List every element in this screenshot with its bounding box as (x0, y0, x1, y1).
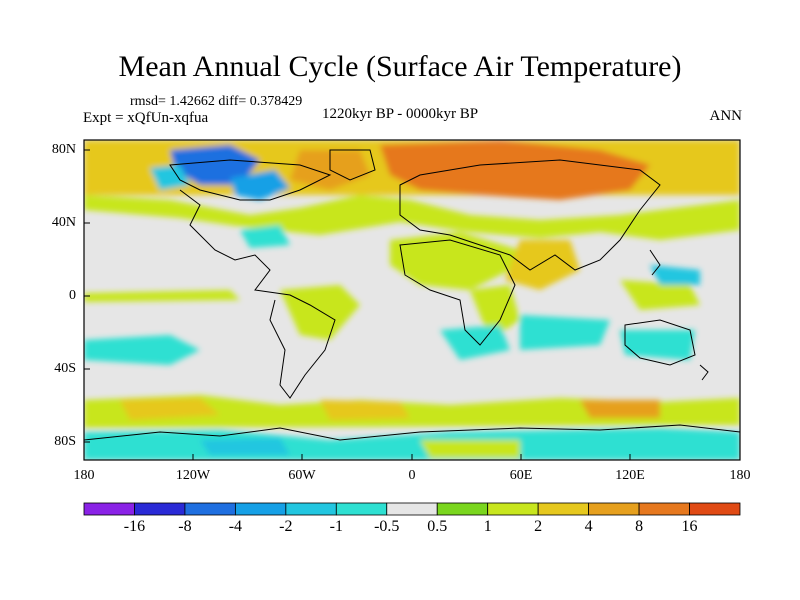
south-atlantic-cool (440, 325, 510, 360)
japan-outline (649, 249, 661, 276)
colorbar-swatch (537, 502, 590, 516)
colorbar-label: 4 (584, 518, 593, 535)
australia-cool (620, 330, 695, 360)
indian-ocean-cool (520, 315, 610, 350)
colorbar-label: -2 (279, 518, 293, 535)
temperature-field (84, 140, 740, 460)
new-zealand-outline (699, 364, 709, 381)
season-label: ANN (709, 108, 743, 124)
colorbar-swatch (335, 502, 388, 516)
lon-label-0: 0 (408, 468, 416, 483)
midlat-yellowgreen-band (84, 195, 740, 240)
colorbar-swatch (285, 502, 337, 516)
greenland-outline (329, 149, 376, 181)
colorbar (83, 502, 741, 516)
colorbar-swatch (588, 502, 640, 516)
antarctica-outline (84, 424, 740, 441)
north-america-arctic-outline (169, 159, 332, 201)
colorbar-swatch (638, 502, 690, 516)
coastlines (84, 149, 740, 441)
lon-label-60w: 60W (288, 468, 316, 483)
southern-ocean-warm (84, 395, 740, 428)
southern-warm-patch-2 (320, 400, 410, 420)
colorbar-swatch (689, 502, 741, 516)
lat-label-0: 0 (69, 288, 76, 303)
southern-warm-patch-3 (580, 400, 660, 418)
colorbar-swatch (184, 502, 236, 516)
colorbar-label: 0.5 (427, 518, 448, 535)
colorbar-label: -16 (123, 518, 146, 535)
south-pacific-cool-1 (84, 335, 200, 365)
map-title: Mean Annual Cycle (Surface Air Temperatu… (118, 50, 682, 83)
lat-label-40n: 40N (51, 215, 76, 230)
lat-label-40s: 40S (54, 361, 76, 376)
colorbar-label: -4 (228, 518, 243, 535)
south-america-warm (280, 285, 360, 340)
colorbar-swatch (83, 502, 135, 516)
colorbar-swatch (436, 502, 489, 516)
australia-outline (624, 319, 696, 366)
colorbar-swatch (234, 502, 287, 516)
period-label: 1220kyr BP - 0000kyr BP (322, 106, 479, 122)
antarctic-cool-core (200, 438, 290, 455)
colorbar-label: 16 (681, 518, 698, 535)
west-pacific-cool (650, 265, 700, 285)
lon-label-60e: 60E (509, 468, 533, 483)
lon-label-180e: 180 (729, 468, 751, 483)
north-africa-warm (390, 232, 520, 290)
maritime-continent-warm (620, 280, 700, 310)
antarctic-warm-patch (420, 440, 520, 458)
axis-ticks (83, 149, 741, 460)
rmsd-diff-stats: rmsd= 1.42662 diff= 0.378429 (130, 94, 303, 109)
colorbar-swatch (487, 502, 539, 516)
colorbar-label: -1 (329, 518, 343, 535)
north-atlantic-cool (240, 225, 290, 248)
labrador-cool (230, 170, 290, 200)
lon-label-180w: 180 (73, 468, 95, 483)
lon-label-120w: 120W (175, 468, 211, 483)
colorbar-label: -0.5 (374, 518, 400, 535)
experiment-label: Expt = xQfUn-xqfua (83, 110, 209, 126)
lat-label-80s: 80S (54, 434, 76, 449)
africa-outline (399, 239, 516, 346)
colorbar-swatch (134, 502, 186, 516)
colorbar-label: 8 (635, 518, 644, 535)
east-pacific-band (84, 290, 240, 302)
eurasia-outline (399, 159, 661, 271)
lon-label-120e: 120E (615, 468, 645, 483)
southern-warm-patch-1 (120, 398, 220, 420)
central-africa-warm (470, 285, 520, 340)
colorbar-label: 2 (534, 518, 543, 535)
colorbar-swatch (386, 502, 438, 516)
canada-cold-anomaly (170, 145, 260, 185)
eurasia-warm-anomaly (380, 140, 650, 200)
lat-label-80n: 80N (51, 142, 76, 157)
colorbar-label: 1 (483, 518, 492, 535)
colorbar-label: -8 (178, 518, 192, 535)
alaska-cool (150, 165, 190, 190)
americas-outline (179, 189, 336, 399)
arabia-warm (505, 240, 580, 290)
